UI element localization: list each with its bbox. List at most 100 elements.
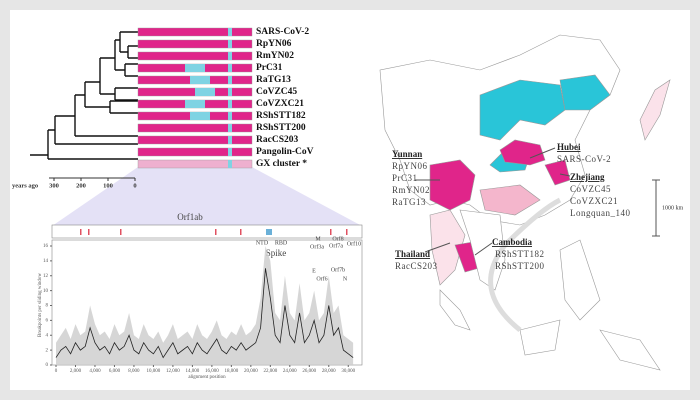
- y-axis-label: Breakpoints per sliding window: [38, 273, 43, 337]
- taxon-label: RpYN06: [256, 39, 292, 49]
- taxon-label: CoVZXC21: [256, 99, 304, 109]
- plot: Orf1ab NTD RBD M Orf8 Orf10 Orf3a Orf7a E Orf7b Or…: [38, 212, 361, 380]
- genome-region-label: Orf10: [347, 240, 361, 247]
- migration-arc: [488, 197, 562, 332]
- recombinant-segment: [228, 88, 232, 96]
- genome-region-label: Orf7a: [329, 242, 343, 249]
- genome-region-label: Orf8: [332, 235, 343, 242]
- y-tick-label: 16: [43, 244, 49, 249]
- breakpoint-line: [55, 268, 354, 359]
- x-tick-label: 8,000: [128, 369, 140, 374]
- recombinant-segment: [228, 64, 232, 72]
- islands: [519, 239, 661, 371]
- strain-label: RaTG13: [392, 197, 426, 207]
- x-tick-label: 6,000: [109, 369, 121, 374]
- recombinant-segment: [228, 124, 232, 132]
- x-tick-label: 26,000: [302, 369, 316, 374]
- taxon-label: RacCS203: [256, 135, 298, 145]
- genome-region-label: Spike: [266, 248, 287, 258]
- strain-label: Longquan_140: [570, 208, 631, 218]
- region-label: Yunnan: [392, 149, 422, 159]
- genome-region-label: Orf1ab: [177, 212, 203, 222]
- x-tick-label: 16,000: [205, 369, 219, 374]
- genome-track: [137, 123, 253, 133]
- map-labels: Yunnan RpYN06 PrC31 RmYN02 RaTG13 Hubei SARS-C…: [392, 142, 631, 271]
- y-tick-label: 2: [46, 348, 49, 353]
- genome-track: [137, 159, 253, 169]
- recombinant-segment: [228, 136, 232, 144]
- genome-region-label: Orf7b: [331, 266, 345, 273]
- strain-label: RShSTT182: [495, 249, 545, 259]
- x-tick-label: 22,000: [263, 369, 277, 374]
- tree: [30, 31, 138, 160]
- taxon-label: RShSTT182: [256, 111, 306, 121]
- x-tick-label: 30,000: [341, 369, 355, 374]
- zoom-wedge: [52, 167, 362, 226]
- strain-label: RpYN06: [392, 161, 428, 171]
- region-label: Hubei: [557, 142, 581, 152]
- recombinant-segment: [190, 76, 210, 84]
- strain-label: RShSTT200: [495, 261, 545, 271]
- genome-track: [137, 51, 253, 61]
- strain-label: RacCS203: [395, 261, 438, 271]
- zhejiang: [544, 159, 571, 186]
- recombinant-segment: [228, 76, 232, 84]
- genome-track: [137, 135, 253, 145]
- time-axis-label: years ago: [12, 182, 38, 189]
- yunnan: [429, 159, 476, 211]
- time-tick-label: 200: [76, 182, 86, 189]
- taxon-label: Pangolin-CoV: [256, 147, 314, 157]
- region-label: Cambodia: [492, 237, 533, 247]
- recombinant-segment: [228, 40, 232, 48]
- zhejiang-pointer: [559, 173, 571, 177]
- genome-region-label: E: [312, 268, 316, 274]
- recombinant-segment: [228, 28, 232, 36]
- hubei-pointer: [529, 147, 556, 159]
- genome-region-label: NTD: [256, 240, 269, 246]
- hubei: [499, 139, 546, 166]
- genome-region-label: RBD: [275, 240, 288, 246]
- japan: [639, 79, 671, 141]
- northeast-provinces: [559, 74, 611, 111]
- strain-label: SARS-CoV-2: [557, 154, 611, 164]
- genome-region-label: Orf6: [316, 275, 327, 282]
- recombinant-segment: [185, 64, 205, 72]
- scale-label: 1000 km: [662, 205, 684, 211]
- strain-label: CoVZXC21: [570, 196, 618, 206]
- x-tick-label: 20,000: [244, 369, 258, 374]
- recombinant-segment: [228, 160, 232, 168]
- y-tick-label: 10: [43, 289, 49, 294]
- thailand-pointer: [424, 242, 451, 253]
- recombinant-segment: [228, 52, 232, 60]
- y-tick-label: 6: [46, 319, 49, 324]
- north-provinces: [479, 79, 566, 141]
- genome-bar: [51, 224, 363, 239]
- south-provinces: [479, 184, 541, 216]
- genome-region-label: M: [315, 236, 321, 242]
- x-tick-label: 24,000: [283, 369, 297, 374]
- x-tick-label: 14,000: [186, 369, 200, 374]
- recombinant-segment: [228, 148, 232, 156]
- y-tick-label: 0: [46, 363, 49, 368]
- genome-region-label: Orf3a: [310, 243, 324, 250]
- strain-label: CoVZC45: [570, 184, 611, 194]
- y-tick-label: 12: [43, 274, 49, 279]
- genome-region-label: N: [343, 276, 348, 282]
- time-tick-label: 100: [103, 182, 113, 189]
- region-label: Thailand: [395, 249, 430, 259]
- recombinant-segment: [185, 100, 205, 108]
- x-tick-label: 4,000: [89, 369, 101, 374]
- taxon-label: RShSTT200: [256, 123, 306, 133]
- taxon-label: PrC31: [256, 63, 283, 73]
- taxon-label: RmYN02: [256, 51, 294, 61]
- y-tick-label: 14: [43, 259, 49, 264]
- recombinant-segment: [195, 88, 215, 96]
- confidence-band: [56, 246, 354, 365]
- strain-label: PrC31: [392, 173, 418, 183]
- genome-track: [137, 147, 253, 157]
- time-tick-label: 300: [49, 182, 59, 189]
- time-tick-label: 0: [133, 182, 136, 189]
- recombinant-segment: [228, 100, 232, 108]
- recombinant-segment: [228, 112, 232, 120]
